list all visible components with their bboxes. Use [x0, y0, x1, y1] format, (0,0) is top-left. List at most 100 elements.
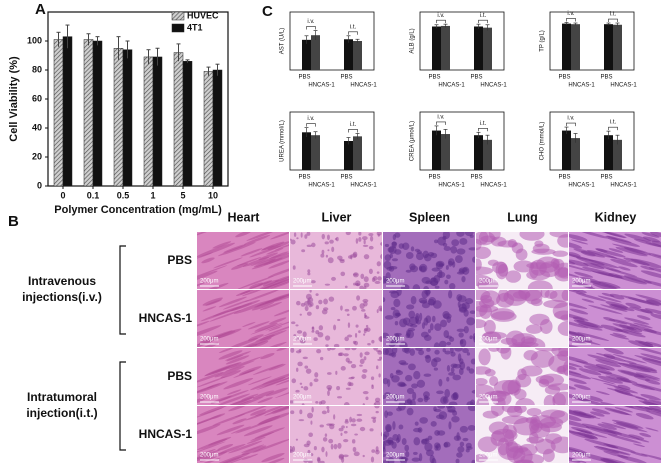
tissue-texture: [361, 236, 368, 241]
tissue-texture: [335, 236, 339, 242]
tissue-texture: [383, 377, 389, 385]
tissue-texture: [459, 441, 465, 447]
tissue-texture: [648, 406, 661, 410]
tissue-texture: [214, 455, 250, 463]
tissue-texture: [413, 451, 418, 455]
tissue-texture: [569, 311, 589, 321]
tissue-texture: [225, 360, 255, 372]
tissue-texture: [364, 327, 369, 332]
tissue-texture: [230, 426, 252, 434]
tissue-texture: [241, 393, 259, 401]
group-label: Intravenous: [28, 274, 96, 288]
tissue-texture: [578, 232, 610, 239]
tissue-texture: [353, 451, 360, 457]
tissue-texture: [416, 319, 422, 325]
tissue-texture: [261, 245, 275, 251]
plot-frame: [419, 111, 505, 171]
tissue-texture: [270, 232, 289, 240]
tissue-texture: [328, 296, 335, 302]
tissue-texture: [597, 423, 617, 430]
tissue-texture: [606, 268, 638, 277]
tissue-texture: [471, 389, 475, 394]
tissue-texture: [308, 303, 312, 308]
bar: [604, 135, 613, 170]
tissue-texture: [406, 407, 414, 416]
tissue-texture: [343, 439, 349, 443]
annotation: i.t.: [610, 120, 617, 126]
tissue-texture: [633, 443, 646, 448]
tissue-texture: [325, 451, 328, 457]
tissue-texture: [394, 249, 402, 255]
tissue-texture: [217, 242, 256, 257]
tissue-texture: [390, 307, 396, 311]
tissue-texture: [354, 283, 361, 287]
tissue-texture: [359, 364, 363, 367]
tissue-texture: [222, 299, 250, 310]
tissue-texture: [376, 271, 380, 274]
tissue-texture: [250, 409, 267, 416]
tissue-texture: [409, 265, 419, 273]
tissue-texture: [650, 232, 661, 238]
tissue: [569, 290, 661, 347]
bar: [311, 35, 320, 70]
tissue-texture: [307, 297, 314, 303]
tissue-texture: [600, 304, 628, 312]
tissue-texture: [304, 365, 309, 369]
row-label: HNCAS-1: [139, 311, 193, 325]
tissue-texture: [476, 246, 492, 259]
tissue-texture: [417, 397, 424, 403]
tissue-texture: [197, 281, 208, 289]
tissue-texture: [615, 246, 648, 257]
scale-bar-label: 200μm: [293, 279, 311, 285]
tissue-texture: [352, 251, 358, 258]
y-tick-label: 0: [37, 180, 42, 190]
tissue-texture: [235, 232, 252, 238]
tissue-texture: [321, 410, 327, 415]
tissue-texture: [616, 391, 648, 400]
tissue-texture: [351, 439, 356, 444]
tissue-texture: [515, 398, 535, 405]
significance-bracket: [348, 129, 358, 133]
tissue-texture: [454, 348, 463, 352]
tissue-texture: [552, 250, 568, 257]
tissue-texture: [530, 259, 547, 276]
tissue-texture: [450, 367, 455, 373]
tissue-texture: [363, 285, 367, 289]
tissue-texture: [250, 322, 283, 335]
tissue-texture: [249, 245, 282, 258]
histology-image: 200μm: [476, 348, 568, 405]
tissue-texture: [419, 312, 423, 322]
x-tick-label: PBS: [340, 75, 352, 81]
tissue-texture: [411, 457, 421, 462]
tissue-texture: [197, 438, 228, 450]
tissue-texture: [431, 267, 440, 272]
tissue-texture: [300, 232, 303, 238]
tissue-texture: [384, 315, 394, 320]
tissue-texture: [311, 326, 315, 332]
histology-image: 200μm: [569, 406, 661, 463]
tissue-texture: [327, 348, 331, 351]
tissue-texture: [384, 348, 394, 356]
tissue-texture: [438, 378, 443, 387]
tissue-texture: [534, 240, 544, 247]
tissue-texture: [226, 302, 253, 313]
tissue-texture: [270, 280, 289, 289]
tissue-texture: [488, 232, 501, 240]
tissue-texture: [633, 322, 653, 329]
tissue-texture: [307, 412, 313, 419]
tissue-texture: [306, 440, 311, 446]
scale-bar-label: 200μm: [293, 395, 311, 401]
tissue-texture: [430, 420, 437, 427]
tissue-texture: [315, 400, 319, 404]
tissue-texture: [246, 232, 278, 241]
tissue-texture: [311, 406, 314, 413]
bar: [562, 130, 571, 170]
tissue-texture: [351, 418, 356, 423]
tissue-texture: [363, 333, 366, 336]
tissue-texture: [416, 379, 426, 388]
tissue-texture: [333, 324, 337, 331]
tissue-texture: [434, 442, 441, 449]
tissue-texture: [576, 320, 603, 329]
tissue-texture: [608, 273, 623, 279]
tissue-texture: [611, 243, 646, 253]
